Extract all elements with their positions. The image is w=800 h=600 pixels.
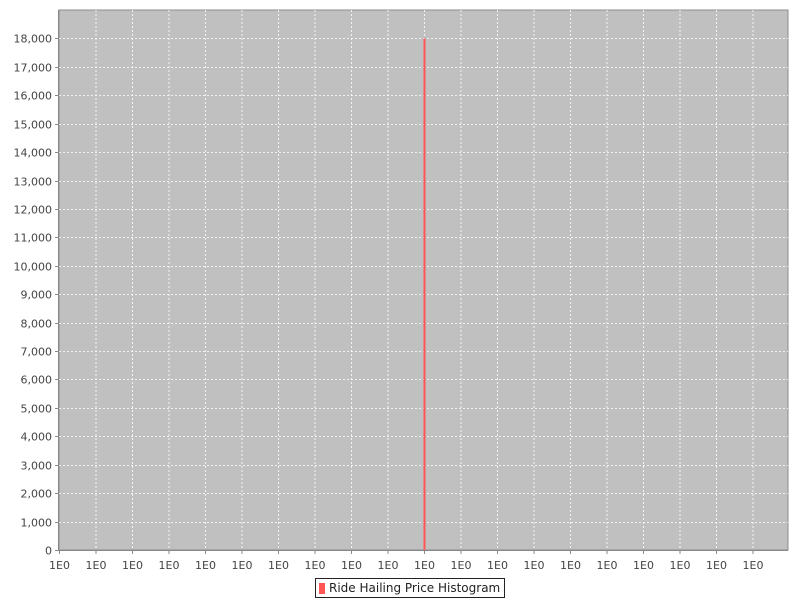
x-tick-label: 1E0	[560, 559, 581, 572]
x-tick-label: 1E0	[524, 559, 545, 572]
x-tick-label: 1E0	[49, 559, 70, 572]
x-tick-label: 1E0	[706, 559, 727, 572]
y-tick-label: 3,000	[21, 460, 53, 473]
x-tick-label: 1E0	[268, 559, 289, 572]
y-tick-label: 6,000	[21, 374, 53, 387]
legend-swatch	[319, 582, 325, 594]
x-tick-label: 1E0	[487, 559, 508, 572]
y-tick-label: 17,000	[14, 62, 53, 75]
x-tick-label: 1E0	[670, 559, 691, 572]
histogram-bar	[423, 38, 426, 550]
y-tick-label: 11,000	[14, 232, 53, 245]
y-tick-label: 18,000	[14, 33, 53, 46]
y-tick-label: 0	[45, 545, 52, 558]
x-tick-label: 1E0	[451, 559, 472, 572]
y-tick-label: 4,000	[21, 431, 53, 444]
legend-label: Ride Hailing Price Histogram	[329, 581, 501, 595]
x-tick-label: 1E0	[195, 559, 216, 572]
x-tick-label: 1E0	[743, 559, 764, 572]
y-tick-label: 16,000	[14, 90, 53, 103]
x-tick-label: 1E0	[633, 559, 654, 572]
y-tick-label: 10,000	[14, 261, 53, 274]
x-tick-label: 1E0	[232, 559, 253, 572]
y-tick-label: 2,000	[21, 488, 53, 501]
y-tick-label: 13,000	[14, 176, 53, 189]
x-tick-label: 1E0	[341, 559, 362, 572]
x-tick-label: 1E0	[305, 559, 326, 572]
x-tick-label: 1E0	[414, 559, 435, 572]
x-axis-ticks: 1E0 1E0 1E0 1E0 1E0 1E0 1E0 1E0 1E0 1E0 1E0 1E0 1E0 1…	[49, 550, 763, 572]
y-tick-label: 5,000	[21, 403, 53, 416]
y-tick-label: 8,000	[21, 318, 53, 331]
y-tick-label: 7,000	[21, 346, 53, 359]
y-tick-label: 12,000	[14, 204, 53, 217]
legend: Ride Hailing Price Histogram	[315, 578, 506, 598]
x-tick-label: 1E0	[122, 559, 143, 572]
bars	[423, 38, 426, 550]
x-tick-label: 1E0	[159, 559, 180, 572]
y-tick-label: 1,000	[21, 517, 53, 530]
y-tick-label: 9,000	[21, 289, 53, 302]
x-tick-label: 1E0	[378, 559, 399, 572]
x-tick-label: 1E0	[86, 559, 107, 572]
x-tick-label: 1E0	[597, 559, 618, 572]
y-axis-ticks: 0 1,000 2,000 3,000 4,000 5,000 6,000 7,000 8,00…	[14, 33, 59, 558]
y-tick-label: 15,000	[14, 119, 53, 132]
y-tick-label: 14,000	[14, 147, 53, 160]
